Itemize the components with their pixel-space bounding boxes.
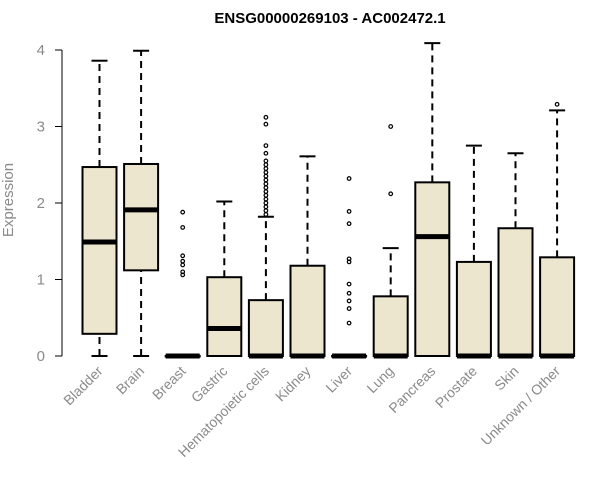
iqr-box — [414, 181, 451, 357]
y-tick-label: 4 — [37, 42, 45, 59]
y-axis-label: Expression — [0, 163, 17, 237]
outlier-point — [346, 320, 352, 326]
outlier-point — [263, 181, 269, 187]
y-tick-label: 1 — [37, 272, 45, 289]
iqr-box — [247, 299, 284, 357]
outlier-point — [263, 150, 269, 156]
box-9 — [414, 42, 451, 357]
iqr-box — [455, 260, 492, 357]
outlier-point — [554, 101, 560, 107]
outlier-point — [346, 221, 352, 227]
box-1 — [81, 59, 118, 357]
y-tick-label: 3 — [37, 119, 45, 136]
outlier-point — [346, 290, 352, 296]
outlier-point — [180, 209, 186, 215]
outlier-point — [263, 114, 269, 120]
iqr-box — [123, 162, 160, 272]
outlier-point — [263, 189, 269, 194]
outlier-point — [263, 204, 269, 210]
box-4 — [206, 200, 243, 357]
x-tick-label: Unknown / Other — [478, 363, 564, 449]
x-tick-label: Lung — [363, 363, 396, 396]
outlier-point — [263, 177, 269, 183]
x-tick-label: Bladder — [60, 363, 106, 409]
box-2 — [123, 49, 160, 357]
x-tick-label: Kidney — [272, 363, 314, 405]
x-tick-label: Liver — [322, 363, 355, 396]
box-10 — [455, 144, 492, 359]
y-tick-label: 0 — [37, 348, 45, 365]
outlier-point — [180, 269, 186, 275]
iqr-box — [539, 256, 576, 357]
outlier-point — [346, 298, 352, 304]
outlier-point — [388, 124, 394, 129]
outlier-point — [263, 192, 269, 198]
y-tick-label: 2 — [37, 195, 45, 212]
outlier-point — [180, 253, 186, 259]
box-12 — [539, 101, 576, 359]
outlier-point — [346, 306, 352, 311]
box-8 — [372, 124, 409, 359]
iqr-box — [206, 276, 243, 357]
x-tick-label: Skin — [491, 363, 522, 394]
boxes-group — [81, 42, 576, 359]
outlier-point — [263, 169, 269, 175]
outlier-point — [263, 208, 269, 214]
outlier-point — [263, 162, 269, 168]
outlier-point — [263, 173, 269, 179]
x-tick-label: Breast — [149, 363, 189, 403]
iqr-box — [81, 166, 118, 335]
x-tick-label: Brain — [113, 363, 147, 397]
box-6 — [289, 155, 326, 359]
outlier-point — [263, 158, 269, 164]
outlier-point — [263, 185, 269, 191]
outlier-point — [263, 196, 269, 202]
outlier-point — [180, 258, 186, 264]
outlier-point — [263, 212, 269, 217]
outlier-point — [180, 262, 186, 268]
outlier-point — [180, 225, 186, 230]
outlier-point — [346, 209, 352, 214]
x-tick-label: Prostate — [432, 363, 480, 411]
box-11 — [497, 152, 534, 359]
iqr-box — [372, 295, 409, 357]
chart-title: ENSG00000269103 - AC002472.1 — [214, 10, 445, 27]
y-axis: 0 1 2 3 4 — [37, 42, 63, 365]
iqr-box — [289, 264, 326, 358]
outlier-point — [263, 143, 269, 149]
outlier-point — [388, 191, 394, 197]
outlier-point — [346, 176, 352, 181]
iqr-box — [497, 227, 534, 357]
box-3 — [164, 209, 201, 359]
box-5 — [247, 114, 284, 359]
box-7 — [331, 176, 368, 359]
outlier-point — [346, 281, 352, 287]
outlier-point — [346, 256, 352, 262]
outlier-point — [263, 200, 269, 206]
outlier-point — [263, 121, 269, 127]
outlier-point — [263, 166, 269, 171]
